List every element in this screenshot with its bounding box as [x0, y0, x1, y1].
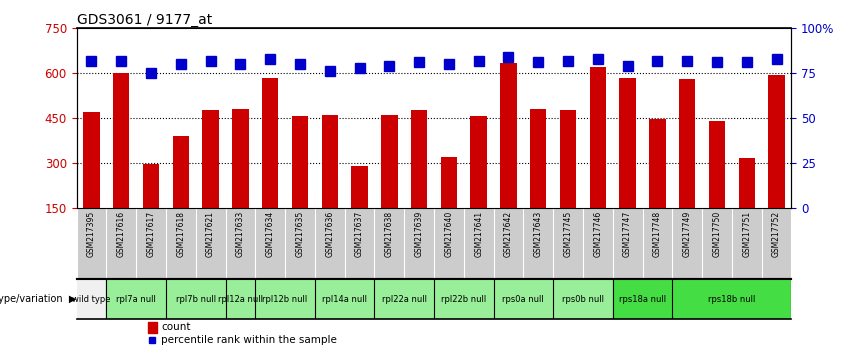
Bar — [262, 78, 278, 207]
Bar — [77, 279, 106, 319]
Bar — [203, 110, 219, 207]
Bar — [166, 279, 196, 319]
Bar — [232, 109, 248, 207]
Bar — [768, 75, 785, 207]
Text: GSM217616: GSM217616 — [117, 211, 126, 257]
Bar — [620, 78, 636, 207]
Text: GSM217618: GSM217618 — [176, 211, 186, 257]
Bar — [679, 79, 695, 207]
Text: percentile rank within the sample: percentile rank within the sample — [161, 335, 337, 345]
Text: GSM217636: GSM217636 — [325, 211, 334, 257]
Bar — [762, 279, 791, 319]
Bar — [583, 279, 613, 319]
Bar — [148, 322, 157, 333]
Text: rpl12a null: rpl12a null — [218, 295, 263, 304]
Bar — [739, 158, 755, 207]
Bar — [434, 279, 464, 319]
Text: rpl22b null: rpl22b null — [441, 295, 487, 304]
Text: GSM217637: GSM217637 — [355, 211, 364, 257]
Bar — [345, 279, 374, 319]
Text: GSM217638: GSM217638 — [385, 211, 394, 257]
Text: GSM217752: GSM217752 — [772, 211, 781, 257]
Text: GSM217634: GSM217634 — [266, 211, 275, 257]
Bar — [613, 279, 643, 319]
Text: rpl7b null: rpl7b null — [175, 295, 216, 304]
Text: GSM217633: GSM217633 — [236, 211, 245, 257]
Bar — [471, 116, 487, 207]
Text: GSM217749: GSM217749 — [683, 211, 692, 257]
Text: GSM217643: GSM217643 — [534, 211, 543, 257]
Bar — [226, 279, 255, 319]
Bar — [709, 121, 725, 207]
Bar — [702, 279, 732, 319]
Text: GSM217748: GSM217748 — [653, 211, 662, 257]
Bar — [196, 279, 226, 319]
Text: wild type: wild type — [72, 295, 111, 304]
Text: count: count — [161, 322, 191, 332]
Text: rps0a null: rps0a null — [502, 295, 545, 304]
Text: rpl12b null: rpl12b null — [262, 295, 308, 304]
Text: rpl22a null: rpl22a null — [382, 295, 426, 304]
Bar — [143, 164, 159, 207]
Bar — [560, 110, 576, 207]
Text: GSM217621: GSM217621 — [206, 211, 215, 257]
Text: genotype/variation  ▶: genotype/variation ▶ — [0, 294, 76, 304]
Bar — [672, 279, 702, 319]
Text: GSM217639: GSM217639 — [414, 211, 424, 257]
Bar — [136, 279, 166, 319]
Bar — [500, 63, 517, 207]
Text: GSM217746: GSM217746 — [593, 211, 603, 257]
Bar — [649, 119, 665, 207]
Bar — [494, 279, 523, 319]
Bar — [315, 279, 345, 319]
Text: rps18b null: rps18b null — [708, 295, 756, 304]
Text: rpl14a null: rpl14a null — [323, 295, 367, 304]
Bar — [523, 279, 553, 319]
Text: GSM217750: GSM217750 — [712, 211, 722, 257]
Bar — [322, 115, 338, 207]
Bar — [590, 67, 606, 207]
Bar — [411, 110, 427, 207]
Bar — [404, 279, 434, 319]
Bar — [351, 166, 368, 207]
Bar — [374, 279, 404, 319]
Bar — [732, 279, 762, 319]
Bar — [285, 279, 315, 319]
Bar — [113, 73, 129, 207]
Text: GSM217640: GSM217640 — [444, 211, 454, 257]
Text: GSM217751: GSM217751 — [742, 211, 751, 257]
Text: rps18a null: rps18a null — [619, 295, 666, 304]
Bar — [83, 112, 100, 207]
Bar — [292, 116, 308, 207]
Text: GSM217641: GSM217641 — [474, 211, 483, 257]
Text: GDS3061 / 9177_at: GDS3061 / 9177_at — [77, 13, 212, 27]
Bar — [441, 157, 457, 207]
Text: GSM217745: GSM217745 — [563, 211, 573, 257]
Bar — [464, 279, 494, 319]
Bar — [255, 279, 285, 319]
Bar — [553, 279, 583, 319]
Bar — [106, 279, 136, 319]
Bar — [173, 136, 189, 207]
Text: GSM217747: GSM217747 — [623, 211, 632, 257]
Bar — [381, 115, 397, 207]
Text: rpl7a null: rpl7a null — [117, 295, 156, 304]
Bar — [530, 109, 546, 207]
Bar — [643, 279, 672, 319]
Text: rps0b null: rps0b null — [562, 295, 604, 304]
Text: GSM217642: GSM217642 — [504, 211, 513, 257]
Text: GSM217617: GSM217617 — [146, 211, 156, 257]
Text: GSM217395: GSM217395 — [87, 211, 96, 257]
Text: GSM217635: GSM217635 — [295, 211, 305, 257]
